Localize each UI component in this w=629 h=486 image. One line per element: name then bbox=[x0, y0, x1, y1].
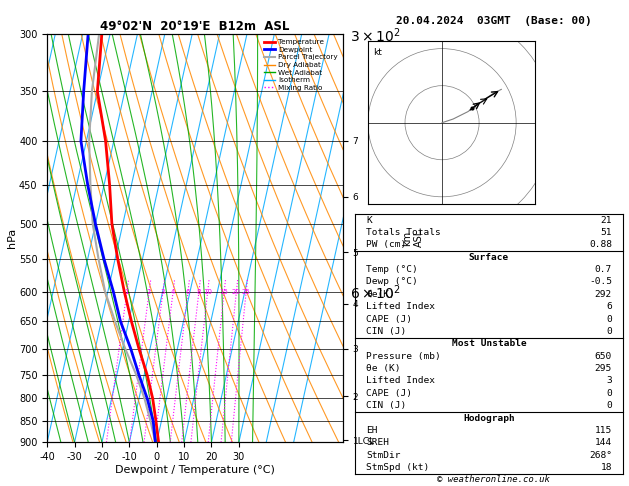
Text: SREH: SREH bbox=[366, 438, 389, 448]
Text: CAPE (J): CAPE (J) bbox=[366, 389, 412, 398]
Text: 15: 15 bbox=[220, 289, 228, 295]
Text: 3: 3 bbox=[606, 377, 612, 385]
Text: 4: 4 bbox=[170, 289, 175, 295]
Text: 0: 0 bbox=[606, 401, 612, 410]
X-axis label: Dewpoint / Temperature (°C): Dewpoint / Temperature (°C) bbox=[115, 465, 275, 475]
Legend: Temperature, Dewpoint, Parcel Trajectory, Dry Adiabat, Wet Adiabat, Isotherm, Mi: Temperature, Dewpoint, Parcel Trajectory… bbox=[263, 37, 339, 92]
Text: K: K bbox=[366, 215, 372, 225]
Text: 6: 6 bbox=[606, 302, 612, 311]
Text: Dewp (°C): Dewp (°C) bbox=[366, 278, 418, 286]
Text: Lifted Index: Lifted Index bbox=[366, 377, 435, 385]
Text: Pressure (mb): Pressure (mb) bbox=[366, 352, 441, 361]
Text: CIN (J): CIN (J) bbox=[366, 327, 406, 336]
Text: θe (K): θe (K) bbox=[366, 364, 401, 373]
Text: Lifted Index: Lifted Index bbox=[366, 302, 435, 311]
Text: Temp (°C): Temp (°C) bbox=[366, 265, 418, 274]
Text: 20.04.2024  03GMT  (Base: 00): 20.04.2024 03GMT (Base: 00) bbox=[396, 16, 592, 26]
Text: Hodograph: Hodograph bbox=[463, 414, 515, 423]
Text: Surface: Surface bbox=[469, 253, 509, 261]
Text: 0: 0 bbox=[606, 314, 612, 324]
Text: 8: 8 bbox=[196, 289, 201, 295]
Text: 0.7: 0.7 bbox=[595, 265, 612, 274]
Text: StmDir: StmDir bbox=[366, 451, 401, 460]
Text: 3: 3 bbox=[160, 289, 165, 295]
Text: 10: 10 bbox=[203, 289, 212, 295]
Y-axis label: km
ASL: km ASL bbox=[403, 229, 424, 247]
Text: 268°: 268° bbox=[589, 451, 612, 460]
Text: © weatheronline.co.uk: © weatheronline.co.uk bbox=[437, 474, 550, 484]
Text: 2: 2 bbox=[147, 289, 151, 295]
Text: 21: 21 bbox=[601, 215, 612, 225]
Text: 144: 144 bbox=[595, 438, 612, 448]
Text: 1: 1 bbox=[125, 289, 129, 295]
Text: -0.5: -0.5 bbox=[589, 278, 612, 286]
Text: 0.88: 0.88 bbox=[589, 240, 612, 249]
Text: PW (cm): PW (cm) bbox=[366, 240, 406, 249]
Text: 20: 20 bbox=[231, 289, 240, 295]
Text: 0: 0 bbox=[606, 389, 612, 398]
Text: 0: 0 bbox=[606, 327, 612, 336]
Text: 6: 6 bbox=[186, 289, 190, 295]
Title: 49°02'N  20°19'E  B12m  ASL: 49°02'N 20°19'E B12m ASL bbox=[100, 20, 290, 33]
Text: 292: 292 bbox=[595, 290, 612, 299]
Text: kt: kt bbox=[373, 48, 382, 57]
Text: 295: 295 bbox=[595, 364, 612, 373]
Text: CIN (J): CIN (J) bbox=[366, 401, 406, 410]
Text: Totals Totals: Totals Totals bbox=[366, 228, 441, 237]
Text: 25: 25 bbox=[242, 289, 250, 295]
Y-axis label: hPa: hPa bbox=[8, 228, 18, 248]
Text: CAPE (J): CAPE (J) bbox=[366, 314, 412, 324]
Text: 115: 115 bbox=[595, 426, 612, 435]
Text: EH: EH bbox=[366, 426, 377, 435]
Text: 650: 650 bbox=[595, 352, 612, 361]
Text: θe(K): θe(K) bbox=[366, 290, 395, 299]
Text: Most Unstable: Most Unstable bbox=[452, 339, 526, 348]
Text: 18: 18 bbox=[601, 463, 612, 472]
Text: StmSpd (kt): StmSpd (kt) bbox=[366, 463, 430, 472]
Text: 51: 51 bbox=[601, 228, 612, 237]
